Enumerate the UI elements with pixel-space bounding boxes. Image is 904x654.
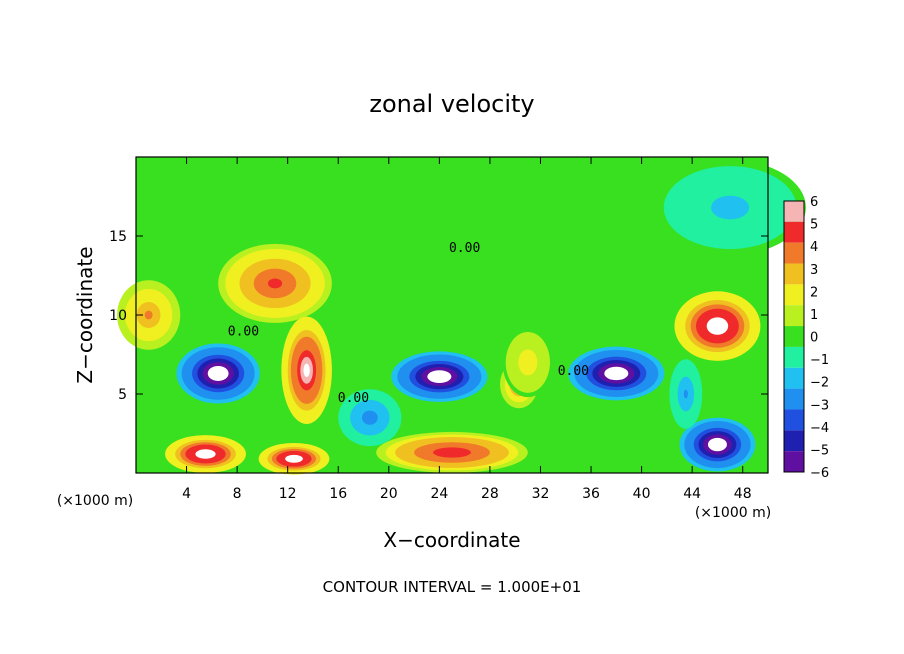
x-tick-label: 4 [182, 486, 191, 502]
contour-label: 0.00 [449, 241, 480, 256]
velocity-level-patch [712, 441, 723, 448]
velocity-level-patch [144, 310, 153, 320]
velocity-level-patch [212, 369, 224, 378]
colorbar-label: −5 [810, 443, 829, 458]
velocity-blob [376, 431, 528, 473]
velocity-blob [258, 442, 330, 475]
colorbar-label: 3 [810, 263, 818, 278]
velocity-field [117, 160, 806, 475]
x-unit-label-right: (×1000 m) [695, 505, 771, 521]
contour-interval-footer: CONTOUR INTERVAL = 1.000E+01 [323, 578, 582, 596]
velocity-level-patch [524, 358, 532, 367]
colorbar-swatch [784, 326, 804, 347]
velocity-blob [176, 343, 260, 404]
velocity-level-patch [289, 456, 299, 461]
colorbar-label: 4 [810, 240, 818, 255]
velocity-blob [674, 291, 761, 361]
z-tick-label: 5 [118, 387, 127, 403]
contour-label: 0.00 [558, 364, 589, 379]
velocity-blob [338, 389, 402, 447]
colorbar-swatch [784, 346, 804, 368]
colorbar-swatch [784, 201, 804, 222]
colorbar-label: −3 [810, 398, 829, 413]
colorbar-label: 1 [810, 308, 818, 323]
colorbar-label: −4 [810, 421, 829, 436]
colorbar-label: 6 [810, 195, 818, 210]
velocity-blob [165, 435, 246, 473]
velocity-level-patch [712, 321, 723, 331]
colorbar-label: 0 [810, 331, 818, 346]
velocity-level-patch [720, 201, 740, 214]
velocity-level-patch [200, 451, 211, 457]
z-axis-ticks: 5 10 15 [109, 229, 768, 403]
colorbar-swatch [784, 451, 804, 472]
colorbar-label: −2 [810, 376, 829, 391]
x-unit-label-left: (×1000 m) [57, 493, 133, 509]
x-tick-label: 48 [734, 486, 752, 502]
velocity-level-patch [365, 414, 374, 422]
colorbar-label: −6 [810, 466, 829, 481]
contour-labels: 0.00 0.00 0.00 0.00 [228, 241, 589, 406]
colorbar-swatch [784, 284, 804, 306]
colorbar-label: 5 [810, 218, 818, 233]
contour-label: 0.00 [338, 391, 369, 406]
colorbar-swatch [784, 242, 804, 264]
colorbar-swatch [784, 367, 804, 389]
velocity-blob [117, 280, 181, 350]
x-tick-label: 16 [329, 486, 347, 502]
velocity-level-patch [303, 363, 310, 378]
x-tick-label: 12 [279, 486, 297, 502]
velocity-level-patch [442, 449, 462, 456]
colorbar-frame [783, 200, 805, 473]
colorbar-swatch [784, 305, 804, 327]
z-axis-label: Z−coordinate [73, 246, 97, 383]
z-tick-label: 15 [109, 229, 127, 245]
x-tick-label: 40 [633, 486, 651, 502]
velocity-blob [391, 351, 488, 402]
x-tick-label: 32 [532, 486, 550, 502]
colorbar-swatch [784, 430, 804, 452]
colorbar-swatch [784, 221, 804, 243]
velocity-blob [502, 327, 554, 398]
z-tick-label: 10 [109, 308, 127, 324]
colorbar: 6 5 4 3 2 1 0 −1 −2 −3 −4 −5 −6 [783, 195, 829, 481]
colorbar-label: 2 [810, 285, 818, 300]
colorbar-swatch [784, 409, 804, 431]
colorbar-swatch [784, 263, 804, 285]
velocity-level-patch [683, 389, 688, 399]
velocity-level-patch [433, 373, 446, 380]
x-tick-label: 28 [481, 486, 499, 502]
x-tick-label: 8 [233, 486, 242, 502]
velocity-blob [669, 359, 703, 429]
x-tick-label: 44 [683, 486, 701, 502]
chart-title: zonal velocity [369, 90, 534, 118]
x-axis-label: X−coordinate [383, 528, 520, 552]
x-axis-ticks: 4 8 12 16 20 24 28 32 36 40 44 48 [182, 157, 752, 502]
colorbar-label: −1 [810, 353, 829, 368]
x-tick-label: 24 [430, 486, 448, 502]
velocity-level-patch [267, 278, 283, 289]
velocity-blob [568, 346, 665, 401]
velocity-blob [654, 160, 806, 255]
velocity-level-patch [610, 370, 623, 377]
x-tick-label: 36 [582, 486, 600, 502]
colorbar-swatch [784, 388, 804, 410]
contour-label: 0.00 [228, 325, 259, 340]
plot-area: 0.00 0.00 0.00 0.00 [117, 156, 806, 475]
velocity-blob [281, 316, 332, 425]
x-tick-label: 20 [380, 486, 398, 502]
velocity-blob [679, 417, 756, 472]
velocity-blob [218, 243, 332, 323]
